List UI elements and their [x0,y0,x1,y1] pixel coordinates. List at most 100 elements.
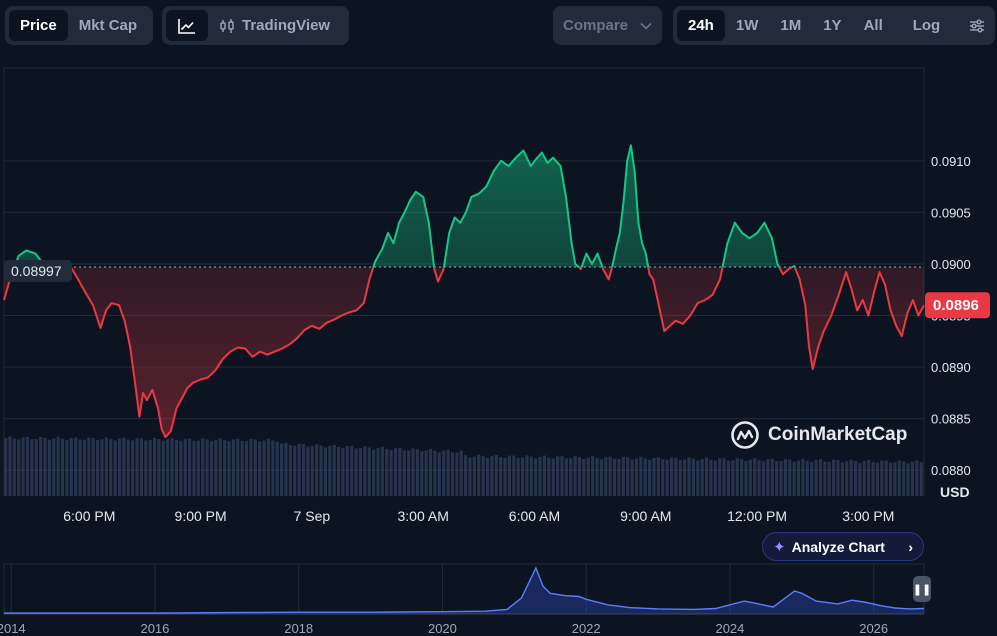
volume-bar [910,461,915,496]
volume-bar [428,448,433,496]
line-chart-button[interactable] [166,10,208,41]
volume-bar [823,461,827,496]
volume-bar [753,458,757,496]
range-1w[interactable]: 1W [735,17,759,34]
y-tick-label: 0.0900 [931,257,971,272]
volume-bar [516,457,520,496]
x-axis: 6:00 PM 9:00 PM 7 Sep 3:00 AM 6:00 AM 9:00 AM… [63,508,894,524]
volume-bar [604,457,608,496]
volume-bar [310,445,314,496]
volume-bar [595,457,599,496]
volume-bar [485,457,490,496]
volume-bar [481,456,485,496]
volume-bar [455,452,459,496]
volume-bar [393,448,398,496]
volume-bar [858,462,862,496]
volume-bar [888,462,893,496]
volume-bar [845,461,849,496]
volume-bar [722,458,726,496]
volume-bar [512,455,516,496]
volume-bar [43,437,47,496]
volume-bar [897,460,901,496]
volume-bar [783,458,787,496]
tradingview-button[interactable]: TradingView [208,10,341,41]
range-all[interactable]: All [863,17,883,34]
history-tick-label: 2014 [0,621,26,636]
pause-icon[interactable]: ❚❚ [913,576,931,602]
history-tick-label: 2020 [428,621,457,636]
time-range-toggle: 24h 1W 1M 1Y All Log [673,6,995,45]
volume-bar [884,460,888,496]
volume-bar [617,459,621,496]
volume-bar [223,440,227,496]
volume-bar [336,447,341,496]
history-tick-label: 2016 [140,621,169,636]
volume-bar [827,461,831,496]
volume-bar [69,438,73,496]
volume-bar [17,439,21,496]
volume-bar [437,452,441,496]
volume-bar [152,437,157,496]
tab-mkt-cap[interactable]: Mkt Cap [78,17,138,34]
volume-bar [586,457,590,496]
volume-bar [818,459,823,496]
log-scale-button[interactable]: Log [912,17,941,34]
volume-bar [542,455,547,496]
volume-bar [902,461,906,496]
volume-bar [214,439,218,496]
volume-bar [372,449,376,496]
volume-bar [442,450,446,496]
x-tick-label: 12:00 PM [727,508,787,524]
volume-bar [376,448,380,496]
volume-bar [792,461,796,496]
volume-bar [757,460,761,496]
volume-bar [240,441,244,496]
compare-dropdown[interactable]: Compare [553,6,662,45]
volume-bar [709,459,713,496]
volume-bar [766,459,770,496]
volume-bar [131,440,135,496]
volume-bar [52,438,56,496]
area-above-baseline [4,145,924,268]
tradingview-label: TradingView [242,17,331,34]
volume-bar [893,462,897,496]
range-24h[interactable]: 24h [677,10,725,41]
volume-bar [748,459,752,496]
history-area [4,568,924,614]
sparkle-icon: ✦ [773,538,786,556]
range-1m[interactable]: 1M [780,17,802,34]
volume-bar [407,450,411,496]
volume-bar [494,454,498,496]
x-tick-label: 7 Sep [294,508,331,524]
tab-price[interactable]: Price [9,10,68,41]
candlestick-icon [220,18,234,33]
volume-bar [113,440,117,496]
volume-bar [770,458,774,496]
history-tick-label: 2018 [284,621,313,636]
chart-settings-button[interactable] [959,10,995,41]
volume-bar [700,458,704,496]
volume-bar [271,440,275,496]
volume-bar [683,459,687,496]
volume-bar [363,446,367,496]
history-navigator[interactable]: 2014 2016 2018 2020 2022 2024 2026 [0,563,925,636]
volume-bar [534,458,538,496]
volume-bar [919,462,923,496]
volume-bar [669,457,674,496]
volume-bar [323,447,327,496]
history-x-axis: 2014 2016 2018 2020 2022 2024 2026 [0,621,888,636]
volume-bar [293,445,297,496]
range-1y[interactable]: 1Y [823,17,842,34]
volume-bar [315,444,319,496]
price-type-toggle: Price Mkt Cap [5,6,153,45]
volume-bar [477,454,481,496]
volume-bar [227,441,231,496]
volume-bar [551,458,555,496]
volume-bar [144,440,148,496]
volume-bar [402,450,406,496]
volume-bar [170,437,174,496]
analyze-chart-button[interactable]: ✦ Analyze Chart › [762,532,924,561]
volume-bar [139,438,143,496]
volume-bar [60,438,65,496]
